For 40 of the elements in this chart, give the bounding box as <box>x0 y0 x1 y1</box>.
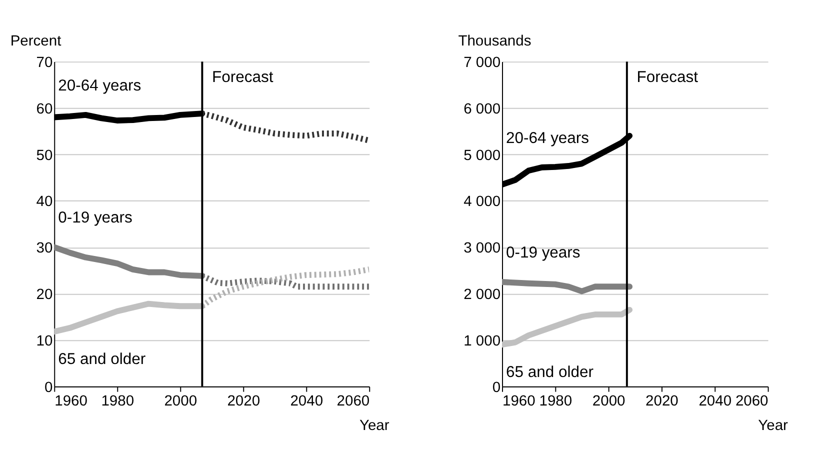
ref-line-label: Forecast <box>636 69 699 86</box>
series-label: 65 and older <box>58 351 146 368</box>
y-axis-title: Thousands <box>458 33 532 50</box>
x-tick-label: 1980 <box>539 394 572 410</box>
x-axis-title: Year <box>758 418 788 434</box>
x-tick-label: 2000 <box>164 394 198 410</box>
series-label: 0-19 years <box>58 210 133 227</box>
y-tick-label: 50 <box>36 148 53 164</box>
y-tick-label: 20 <box>36 287 53 304</box>
y-tick-label: 3 000 <box>464 240 501 257</box>
y-tick-label: 0 <box>492 380 501 396</box>
y-tick-label: 10 <box>36 333 53 350</box>
x-tick-label: 2020 <box>227 394 260 410</box>
x-tick-label: 2060 <box>735 394 768 410</box>
series-label: 0-19 years <box>506 244 580 262</box>
y-tick-label: 60 <box>36 101 53 118</box>
y-tick-label: 4 000 <box>464 194 501 210</box>
y-tick-label: 40 <box>36 194 53 210</box>
y-tick-label: 30 <box>36 240 53 257</box>
y-tick-label: 2 000 <box>464 287 501 304</box>
x-tick-label: 1960 <box>54 394 88 410</box>
series-label: 20-64 years <box>58 77 142 94</box>
y-tick-label: 0 <box>44 380 53 396</box>
y-tick-label: 5 000 <box>464 148 501 164</box>
x-tick-label: 1960 <box>502 394 536 410</box>
x-tick-label: 1980 <box>101 394 134 410</box>
series-label: 20-64 years <box>506 130 590 147</box>
series-label: 65 and older <box>506 364 594 382</box>
x-tick-label: 2040 <box>698 394 732 410</box>
x-tick-label: 2060 <box>336 394 370 410</box>
y-axis-title: Percent <box>10 33 62 50</box>
x-tick-label: 2040 <box>290 394 324 410</box>
y-tick-label: 6 000 <box>464 101 501 118</box>
x-tick-label: 2020 <box>646 394 678 410</box>
x-tick-label: 2000 <box>592 394 626 410</box>
y-tick-label: 70 <box>36 54 53 71</box>
x-axis-title: Year <box>359 418 390 434</box>
y-tick-label: 7 000 <box>464 54 501 71</box>
y-tick-label: 1 000 <box>464 333 501 350</box>
ref-line-label: Forecast <box>212 69 274 86</box>
